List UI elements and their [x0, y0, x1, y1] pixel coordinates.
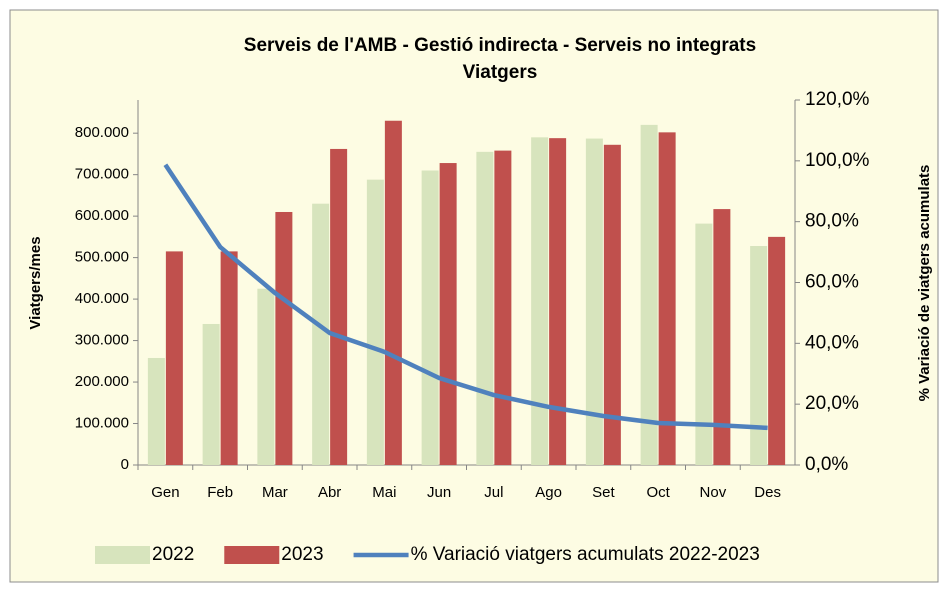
y-tick-label: 200.000 [75, 373, 129, 390]
bar [640, 124, 658, 466]
y2-tick-label: 80,0% [805, 211, 859, 232]
bar [750, 246, 768, 465]
y-tick-label: 800.000 [75, 124, 129, 141]
x-tick-label: Gen [151, 484, 179, 501]
bar [713, 209, 731, 465]
legend-label: 2023 [281, 544, 323, 565]
bar [257, 288, 275, 465]
bar [421, 170, 439, 466]
x-tick-label: Nov [700, 484, 727, 501]
y2-tick-label: 40,0% [805, 332, 859, 353]
x-tick-label: Jul [484, 484, 503, 501]
x-tick-label: Des [754, 484, 781, 501]
y2-tick-label: 20,0% [805, 393, 859, 414]
x-tick-label: Set [592, 484, 615, 501]
bar [275, 211, 293, 465]
bar [220, 251, 238, 465]
legend-label: 2022 [152, 544, 194, 565]
y2-tick-label: 120,0% [805, 89, 870, 110]
x-tick-label: Mai [372, 484, 396, 501]
y-tick-label: 700.000 [75, 166, 129, 183]
bar [366, 179, 384, 466]
chart-background [9, 9, 939, 583]
x-tick-label: Abr [318, 484, 341, 501]
bar [531, 137, 549, 466]
y-tick-label: 500.000 [75, 249, 129, 266]
y-tick-label: 400.000 [75, 290, 129, 307]
bar [202, 323, 220, 465]
bar [476, 151, 494, 465]
legend-label: % Variació viatgers acumulats 2022-2023 [411, 544, 760, 565]
x-tick-label: Jun [427, 484, 451, 501]
bar [165, 251, 183, 465]
y-tick-label: 0 [121, 456, 129, 473]
chart-title: Serveis de l'AMB - Gestió indirecta - Se… [244, 35, 756, 56]
y-tick-label: 600.000 [75, 207, 129, 224]
bar [695, 223, 713, 465]
x-tick-label: Ago [535, 484, 562, 501]
x-tick-label: Oct [646, 484, 670, 501]
bar [494, 150, 512, 465]
bar [585, 138, 603, 466]
y-axis-title: Viatgers/mes [27, 236, 44, 329]
y2-tick-label: 100,0% [805, 150, 870, 171]
bar [147, 357, 165, 465]
chart-subtitle: Viatgers [463, 62, 538, 83]
bar [384, 120, 402, 465]
x-tick-label: Feb [207, 484, 233, 501]
legend-swatch [95, 546, 150, 564]
bar [549, 138, 567, 465]
x-tick-label: Mar [262, 484, 288, 501]
bar [768, 236, 786, 465]
bar [312, 203, 330, 465]
y2-axis-title: % Variació de viatgers acumulats [916, 165, 933, 402]
legend-swatch [224, 546, 280, 564]
line-series [163, 163, 768, 431]
y-tick-label: 100.000 [75, 414, 129, 431]
y2-tick-label: 60,0% [805, 272, 859, 293]
y2-tick-label: 0,0% [805, 454, 848, 475]
bar [439, 163, 457, 465]
y-tick-label: 300.000 [75, 332, 129, 349]
bar [603, 144, 621, 465]
bar [658, 132, 676, 465]
bar [330, 148, 348, 465]
